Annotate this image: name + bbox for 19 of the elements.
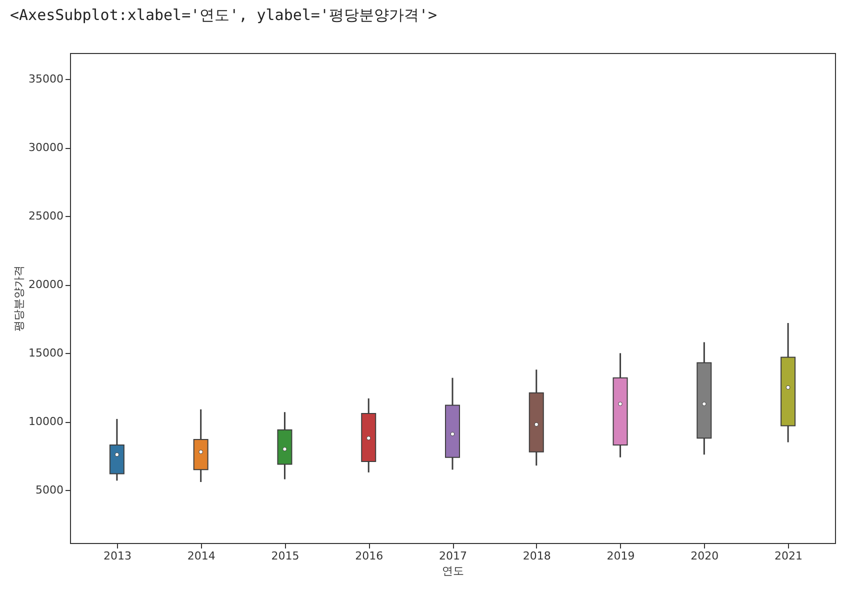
y-tick-label: 15000: [28, 346, 64, 360]
y-tick-label: 35000: [28, 72, 64, 86]
x-axis-title: 연도: [442, 564, 464, 578]
x-tick-label: 2015: [271, 550, 300, 562]
y-axis-title: 평당분양가격: [12, 266, 26, 332]
x-tick-label: 2019: [606, 550, 635, 562]
y-tick-label: 25000: [28, 210, 64, 223]
y-tick-label: 20000: [28, 278, 64, 292]
x-tick-label: 2014: [187, 550, 216, 562]
y-tick-label: 30000: [28, 141, 64, 154]
x-tick-label: 2017: [439, 550, 467, 562]
y-tick-label: 5000: [36, 484, 64, 497]
x-tick-label: 2016: [355, 550, 384, 562]
x-tick-label: 2021: [774, 550, 803, 562]
chart-title: <AxesSubplot:xlabel='연도', ylabel='평당분양가격'>: [10, 6, 438, 24]
x-tick-label: 2013: [103, 550, 132, 562]
x-tick-label: 2020: [690, 550, 719, 562]
x-tick-label: 2018: [522, 550, 551, 562]
y-tick-label: 10000: [28, 415, 64, 428]
